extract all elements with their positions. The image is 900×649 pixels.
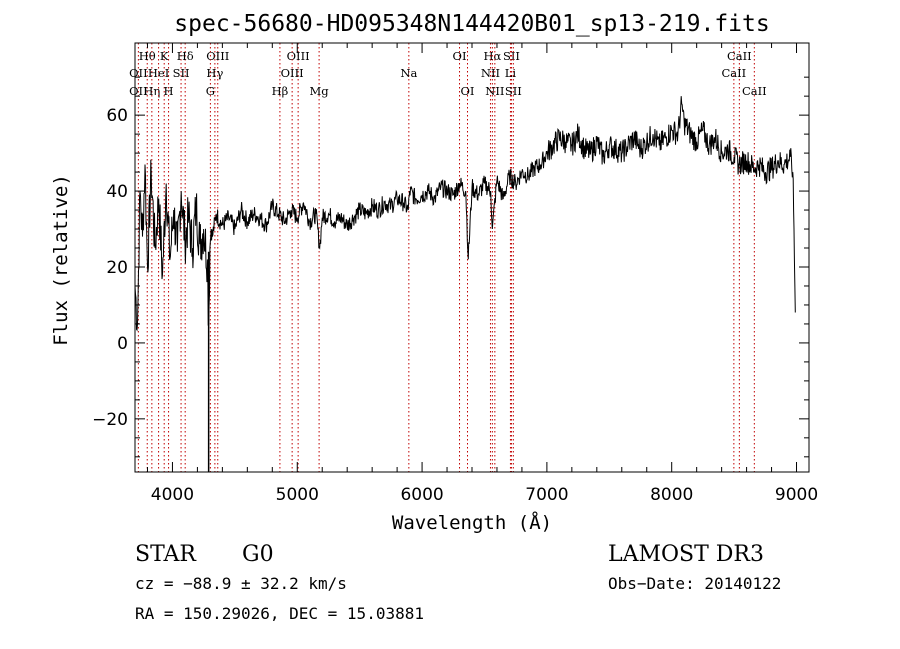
line-label: HeI (148, 66, 169, 80)
line-label: CaII (727, 49, 752, 63)
line-label: H (164, 84, 174, 98)
x-tick-label: 6000 (400, 485, 443, 505)
line-label: SII (505, 84, 522, 98)
x-tick-label: 8000 (650, 485, 693, 505)
spectrum-line (134, 96, 796, 332)
chart-title: spec-56680-HD095348N144420B01_sp13-219.f… (174, 11, 769, 37)
line-label: CaII (742, 84, 767, 98)
line-label: NII (481, 66, 500, 80)
y-tick-label: 60 (106, 106, 128, 126)
line-label: NII (485, 84, 504, 98)
redshift-readout: cz = −88.9 ± 32.2 km/s (135, 574, 347, 593)
x-tick-label: 9000 (775, 485, 818, 505)
x-axis-label: Wavelength (Å) (392, 511, 552, 534)
x-tick-label: 5000 (276, 485, 319, 505)
line-label: Hδ (177, 49, 194, 63)
line-label: Li (505, 66, 517, 80)
line-label: Hη (143, 84, 160, 98)
x-axis: 4000 5000 6000 7000 8000 9000 (146, 43, 818, 505)
x-tick-label: 4000 (151, 485, 194, 505)
line-label: CaII (721, 66, 746, 80)
object-class: STAR (135, 542, 197, 567)
y-axis-label: Flux (relative) (50, 174, 72, 346)
line-label: K (160, 49, 169, 63)
line-label: Hβ (272, 84, 289, 98)
coordinates: RA = 150.29026, DEC = 15.03881 (135, 604, 424, 623)
line-label: OII (129, 84, 148, 98)
spectrum-series (134, 96, 796, 472)
x-tick-label: 7000 (525, 485, 568, 505)
line-label: OI (453, 49, 467, 63)
object-subclass: G0 (242, 542, 274, 567)
survey-name: LAMOST DR3 (608, 542, 764, 567)
y-tick-label: 40 (106, 182, 128, 202)
plot-frame (134, 42, 810, 473)
obs-date: Obs−Date: 20140122 (608, 574, 781, 593)
line-label: OIII (281, 66, 304, 80)
line-label: OIII (206, 49, 229, 63)
line-label: OIII (287, 49, 310, 63)
y-tick-label: 0 (117, 334, 128, 354)
line-label: SII (503, 49, 520, 63)
line-label: Na (400, 66, 417, 80)
line-label: SII (173, 66, 190, 80)
line-label: OII (129, 66, 148, 80)
line-label: OI (461, 84, 475, 98)
y-axis: −20 0 20 40 60 (92, 76, 809, 458)
y-tick-label: −20 (92, 410, 128, 430)
line-label: G (206, 84, 215, 98)
line-label: Hα (483, 49, 501, 63)
line-label: Mg (310, 84, 330, 98)
line-label: Hθ (139, 49, 156, 63)
line-label: Hγ (206, 66, 223, 80)
y-tick-label: 20 (106, 258, 128, 278)
